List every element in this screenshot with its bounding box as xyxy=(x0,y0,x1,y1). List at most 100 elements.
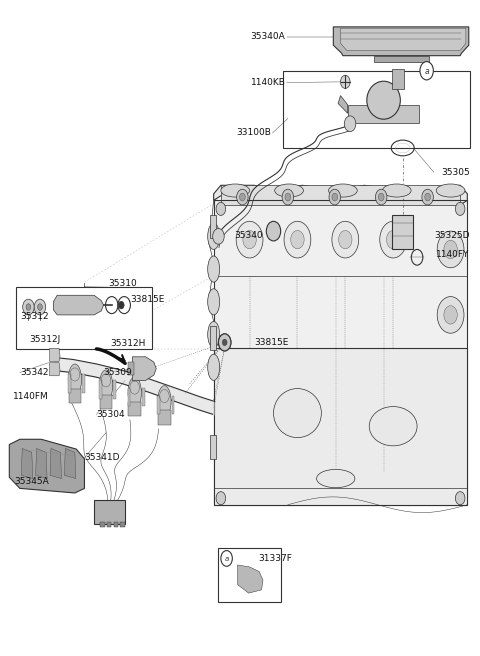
Polygon shape xyxy=(50,449,61,479)
Circle shape xyxy=(243,230,256,249)
Ellipse shape xyxy=(208,289,220,315)
Circle shape xyxy=(221,550,232,566)
Text: 35325D: 35325D xyxy=(434,230,470,239)
Circle shape xyxy=(119,301,124,309)
Bar xyxy=(283,71,470,148)
Bar xyxy=(100,395,112,409)
Circle shape xyxy=(216,202,226,215)
Ellipse shape xyxy=(275,184,303,197)
Bar xyxy=(392,215,413,249)
Bar xyxy=(99,380,102,399)
Circle shape xyxy=(444,240,457,258)
Ellipse shape xyxy=(208,223,220,249)
Bar xyxy=(158,411,170,425)
Bar xyxy=(129,402,141,417)
Polygon shape xyxy=(214,185,468,205)
Circle shape xyxy=(425,193,431,201)
Circle shape xyxy=(332,193,337,201)
Ellipse shape xyxy=(68,364,82,396)
Bar xyxy=(210,326,216,350)
Bar xyxy=(128,388,131,406)
Bar xyxy=(16,287,153,349)
Circle shape xyxy=(26,304,31,310)
Text: 1140FM: 1140FM xyxy=(12,392,48,401)
Text: 35309: 35309 xyxy=(104,368,132,377)
Circle shape xyxy=(23,299,34,315)
Polygon shape xyxy=(374,56,429,62)
Text: 33100B: 33100B xyxy=(236,129,271,137)
Text: 35341D: 35341D xyxy=(84,453,120,462)
Polygon shape xyxy=(214,348,468,504)
Circle shape xyxy=(338,230,352,249)
Bar xyxy=(94,499,125,524)
Polygon shape xyxy=(21,449,33,479)
Bar xyxy=(120,522,125,527)
Circle shape xyxy=(456,491,465,504)
Polygon shape xyxy=(132,357,156,380)
Ellipse shape xyxy=(208,321,220,348)
Bar xyxy=(129,362,134,375)
Bar xyxy=(210,215,216,238)
Text: 35310: 35310 xyxy=(108,279,137,288)
Text: 35340A: 35340A xyxy=(251,32,286,41)
Ellipse shape xyxy=(367,81,400,119)
Circle shape xyxy=(37,304,42,310)
Bar xyxy=(113,380,116,399)
Bar xyxy=(107,522,111,527)
Bar xyxy=(68,375,71,393)
Polygon shape xyxy=(333,27,469,56)
Polygon shape xyxy=(214,200,468,504)
Circle shape xyxy=(284,221,311,258)
Bar xyxy=(142,388,145,406)
Circle shape xyxy=(222,338,228,346)
Polygon shape xyxy=(49,348,60,361)
Ellipse shape xyxy=(383,184,411,197)
Ellipse shape xyxy=(369,407,417,446)
Circle shape xyxy=(216,491,226,504)
Ellipse shape xyxy=(208,354,220,380)
Circle shape xyxy=(240,193,245,201)
Bar xyxy=(114,522,118,527)
Circle shape xyxy=(380,221,407,258)
Ellipse shape xyxy=(317,470,355,487)
Text: 33815E: 33815E xyxy=(130,295,164,304)
Circle shape xyxy=(422,189,433,205)
Ellipse shape xyxy=(221,184,250,197)
Circle shape xyxy=(378,193,384,201)
Bar xyxy=(218,548,281,602)
Ellipse shape xyxy=(99,370,113,401)
Circle shape xyxy=(34,299,46,315)
Bar xyxy=(210,436,216,459)
Text: a: a xyxy=(225,556,229,562)
Circle shape xyxy=(444,306,457,324)
Text: 35342: 35342 xyxy=(20,368,48,377)
Text: 35304: 35304 xyxy=(96,410,125,419)
Circle shape xyxy=(291,230,304,249)
Text: 31337F: 31337F xyxy=(258,554,292,563)
Polygon shape xyxy=(36,449,47,479)
Text: 35312H: 35312H xyxy=(110,339,145,348)
Ellipse shape xyxy=(128,377,142,409)
Circle shape xyxy=(344,116,356,132)
Bar xyxy=(171,396,174,415)
Circle shape xyxy=(329,189,340,205)
Circle shape xyxy=(266,221,281,241)
Text: 35312J: 35312J xyxy=(29,335,60,344)
Text: 33815E: 33815E xyxy=(254,338,289,347)
Polygon shape xyxy=(9,440,84,493)
Circle shape xyxy=(282,189,294,205)
Circle shape xyxy=(218,334,231,351)
Circle shape xyxy=(340,75,350,89)
Polygon shape xyxy=(64,449,76,479)
Circle shape xyxy=(213,228,224,244)
Circle shape xyxy=(332,221,359,258)
Circle shape xyxy=(237,189,248,205)
Bar xyxy=(392,70,404,89)
Text: 1140FY: 1140FY xyxy=(436,249,470,258)
Text: 35312: 35312 xyxy=(20,312,48,321)
Ellipse shape xyxy=(436,184,465,197)
Text: 35305: 35305 xyxy=(441,168,470,176)
Polygon shape xyxy=(340,28,466,51)
Ellipse shape xyxy=(208,256,220,282)
Polygon shape xyxy=(221,185,460,205)
